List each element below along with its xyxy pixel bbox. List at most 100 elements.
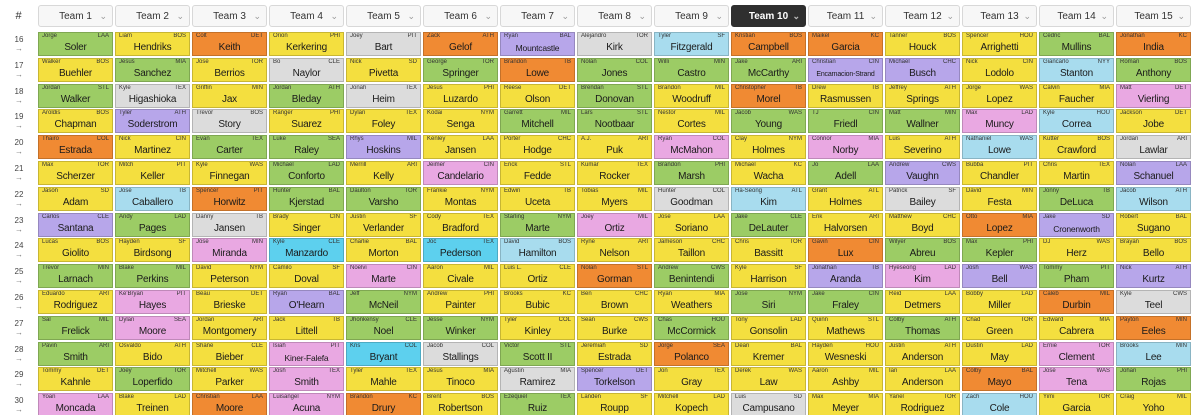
pick-cell[interactable]: Hyeseong LAD Kim xyxy=(885,264,960,289)
pick-cell[interactable]: Grant ATL Holmes xyxy=(808,186,883,211)
pick-cell[interactable]: Michael CHC Busch xyxy=(885,57,960,82)
pick-cell[interactable]: Orion PHI Kerkering xyxy=(269,32,344,56)
pick-cell[interactable]: Jacob WAS Young xyxy=(731,109,806,134)
pick-cell[interactable]: Joc TEX Pederson xyxy=(423,238,498,263)
pick-cell[interactable]: Nestor MIL Cortes xyxy=(654,109,729,134)
pick-cell[interactable]: Jo LAA Adell xyxy=(808,161,883,185)
pick-cell[interactable]: Jon TEX Gray xyxy=(654,367,729,392)
pick-cell[interactable]: Connor MIA Norby xyxy=(808,135,883,160)
pick-cell[interactable]: Cedric BAL Mullins xyxy=(1039,32,1114,56)
pick-cell[interactable]: Chris TEX Martin xyxy=(1039,161,1114,185)
pick-cell[interactable]: Dean BAL Kremer xyxy=(731,341,806,366)
pick-cell[interactable]: Brendan STL Donovan xyxy=(577,83,652,108)
team-header-6[interactable]: Team 6 ⌄ xyxy=(423,5,498,27)
pick-cell[interactable]: Clay NYM Holmes xyxy=(731,135,806,160)
team-header-1[interactable]: Team 1 ⌄ xyxy=(38,5,113,27)
pick-cell[interactable]: Jason SD Adam xyxy=(38,186,113,211)
pick-cell[interactable]: Colt DET Keith xyxy=(192,32,267,56)
pick-cell[interactable]: Shane CLE Bieber xyxy=(192,341,267,366)
pick-cell[interactable]: Lucas BOS Giolito xyxy=(38,238,113,263)
pick-cell[interactable]: Quinn STL Mathews xyxy=(808,315,883,340)
pick-cell[interactable]: Andrew CWS Vaughn xyxy=(885,161,960,185)
pick-cell[interactable]: Hayden SF Birdsong xyxy=(115,238,190,263)
pick-cell[interactable]: Beau DET Brieske xyxy=(192,290,267,314)
pick-cell[interactable]: Jorge WAS Lopez xyxy=(962,83,1037,108)
pick-cell[interactable]: Nick CIN Lodolo xyxy=(962,57,1037,82)
pick-cell[interactable]: Kyle TEX Higashioka xyxy=(115,83,190,108)
pick-cell[interactable]: Jose WAS Tena xyxy=(1039,367,1114,392)
pick-cell[interactable]: Ryan BAL Mountcastle xyxy=(500,32,575,56)
pick-cell[interactable]: Giancarlo NYY Stanton xyxy=(1039,57,1114,82)
pick-cell[interactable]: Yimi TOR Garcia xyxy=(1039,393,1114,415)
pick-cell[interactable]: Mitchell LAD Kopech xyxy=(654,393,729,415)
pick-cell[interactable]: Nolan STL Gorman xyxy=(577,264,652,289)
pick-cell[interactable]: Eduardo ARI Rodriguez xyxy=(38,290,113,314)
pick-cell[interactable]: Erick STL Fedde xyxy=(500,161,575,185)
pick-cell[interactable]: Nolan LAA Schanuel xyxy=(1116,161,1191,185)
pick-cell[interactable]: DJ WAS Herz xyxy=(1039,238,1114,263)
pick-cell[interactable]: Aroldis BOS Chapman xyxy=(38,109,113,134)
pick-cell[interactable]: Jordan STL Walker xyxy=(38,83,113,108)
pick-cell[interactable]: Patrick SF Bailey xyxy=(885,186,960,211)
pick-cell[interactable]: Luis SD Campusano xyxy=(731,393,806,415)
pick-cell[interactable]: Edwin TB Uceta xyxy=(500,186,575,211)
pick-cell[interactable]: Trevor BOS Story xyxy=(192,109,267,134)
pick-cell[interactable]: Jameson CHC Taillon xyxy=(654,238,729,263)
pick-cell[interactable]: Chris TOR Bassitt xyxy=(731,238,806,263)
pick-cell[interactable]: Jose TB Caballero xyxy=(115,186,190,211)
pick-cell[interactable]: Jonny TB DeLuca xyxy=(1039,186,1114,211)
pick-cell[interactable]: Calvin MIA Faucher xyxy=(1039,83,1114,108)
pick-cell[interactable]: Edward MIA Cabrera xyxy=(1039,315,1114,340)
pick-cell[interactable]: Reese DET Olson xyxy=(500,83,575,108)
pick-cell[interactable]: Brandon KC Drury xyxy=(346,393,421,415)
pick-cell[interactable]: Tyler COL Kinley xyxy=(500,315,575,340)
pick-cell[interactable]: Griffin MIN Jax xyxy=(192,83,267,108)
pick-cell[interactable]: Luis L. CLE Ortiz xyxy=(500,264,575,289)
pick-cell[interactable]: Christian CIN Encarnacion-Strand xyxy=(808,57,883,82)
pick-cell[interactable]: Paytón MIN Eeles xyxy=(1116,315,1191,340)
pick-cell[interactable]: Garrett MIL Mitchell xyxy=(500,109,575,134)
pick-cell[interactable]: Jackson DET Jobe xyxy=(1116,109,1191,134)
pick-cell[interactable]: Tyler ATH Soderstrom xyxy=(115,109,190,134)
pick-cell[interactable]: Jake CIN Fraley xyxy=(808,290,883,314)
pick-cell[interactable]: Agustin MIA Ramirez xyxy=(500,367,575,392)
pick-cell[interactable]: Bo CLE Naylor xyxy=(269,57,344,82)
pick-cell[interactable]: Ernie TOR Clement xyxy=(1039,341,1114,366)
team-header-9[interactable]: Team 9 ⌄ xyxy=(654,5,729,27)
pick-cell[interactable]: Kutter BOS Crawford xyxy=(1039,135,1114,160)
pick-cell[interactable]: Jordan ATH Bleday xyxy=(269,83,344,108)
pick-cell[interactable]: Jacob ATH Wilson xyxy=(1116,186,1191,211)
pick-cell[interactable]: Brandon TB Lowe xyxy=(500,57,575,82)
pick-cell[interactable]: Yoan LAA Moncada xyxy=(38,393,113,415)
pick-cell[interactable]: Gavin CIN Lux xyxy=(808,238,883,263)
pick-cell[interactable]: Camilo SF Doval xyxy=(269,264,344,289)
pick-cell[interactable]: David BOS Hamilton xyxy=(500,238,575,263)
pick-cell[interactable]: Craig MIL Yoho xyxy=(1116,393,1191,415)
pick-cell[interactable]: Blake LAD Treinen xyxy=(115,393,190,415)
pick-cell[interactable]: Joey MIL Ortiz xyxy=(577,212,652,237)
pick-cell[interactable]: Ryan MIA Weathers xyxy=(654,290,729,314)
pick-cell[interactable]: Hayden HOU Wesneski xyxy=(808,341,883,366)
pick-cell[interactable]: Daulton TOR Varsho xyxy=(346,186,421,211)
pick-cell[interactable]: Kyle WAS Finnegan xyxy=(192,161,267,185)
pick-cell[interactable]: Jonathan TB Aranda xyxy=(808,264,883,289)
pick-cell[interactable]: Drew TB Rasmussen xyxy=(808,83,883,108)
pick-cell[interactable]: Trevor MIN Larnach xyxy=(38,264,113,289)
pick-cell[interactable]: Walker BOS Buehler xyxy=(38,57,113,82)
pick-cell[interactable]: Tommy PIT Pham xyxy=(1039,264,1114,289)
pick-cell[interactable]: Matt MIN Wallner xyxy=(885,109,960,134)
pick-cell[interactable]: Kyle CWS Teel xyxy=(1116,290,1191,314)
pick-cell[interactable]: Spencer PIT Horwitz xyxy=(192,186,267,211)
team-header-11[interactable]: Team 11 ⌄ xyxy=(808,5,883,27)
pick-cell[interactable]: Brooks KC Bubic xyxy=(500,290,575,314)
pick-cell[interactable]: Pavin ARI Smith xyxy=(38,341,113,366)
pick-cell[interactable]: Ryan BAL O'Hearn xyxy=(269,290,344,314)
pick-cell[interactable]: Tony LAD Gonsolin xyxy=(731,315,806,340)
pick-cell[interactable]: Tanner BOS Houck xyxy=(885,32,960,56)
pick-cell[interactable]: Tyler SF Fitzgerald xyxy=(654,32,729,56)
pick-cell[interactable]: Sal MIL Frelick xyxy=(38,315,113,340)
pick-cell[interactable]: Jose LAA Soriano xyxy=(654,212,729,237)
pick-cell[interactable]: Liam BOS Hendriks xyxy=(115,32,190,56)
pick-cell[interactable]: Nathaniel WAS Lowe xyxy=(962,135,1037,160)
pick-cell[interactable]: Isiah PIT Kiner-Falefa xyxy=(269,341,344,366)
